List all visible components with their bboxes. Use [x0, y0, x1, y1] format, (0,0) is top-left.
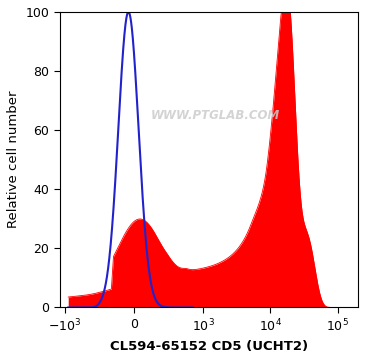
X-axis label: CL594-65152 CD5 (UCHT2): CL594-65152 CD5 (UCHT2) — [110, 340, 308, 353]
Y-axis label: Relative cell number: Relative cell number — [7, 91, 20, 229]
Text: WWW.PTGLAB.COM: WWW.PTGLAB.COM — [150, 109, 280, 122]
